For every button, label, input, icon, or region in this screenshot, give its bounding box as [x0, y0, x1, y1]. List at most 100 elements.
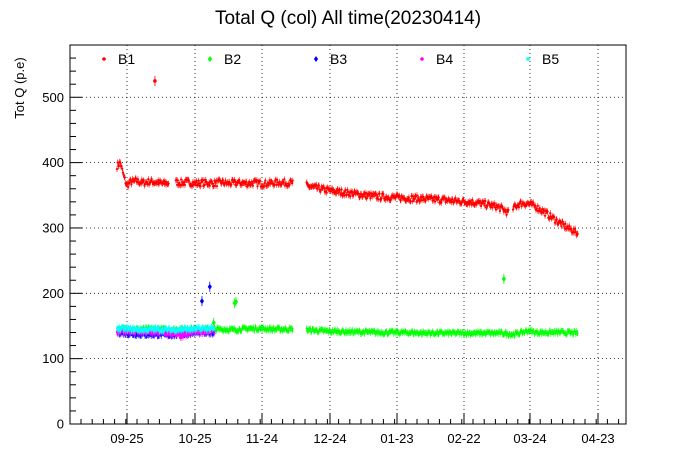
data-point [270, 327, 273, 331]
data-point [498, 209, 502, 213]
data-point [552, 330, 555, 334]
data-point [513, 334, 516, 338]
data-point [420, 199, 424, 202]
data-point [556, 332, 559, 336]
data-point [516, 332, 519, 336]
data-point [474, 333, 477, 336]
data-point [367, 330, 370, 334]
legend-label: B4 [436, 51, 453, 67]
legend: B1 B2 B3 B4 B5 [102, 51, 559, 67]
data-point [507, 208, 510, 212]
data-point [440, 201, 443, 204]
data-point [349, 195, 352, 198]
data-point [356, 329, 359, 333]
data-point [370, 329, 373, 333]
x-tick-label: 12-24 [313, 431, 346, 446]
data-point [485, 330, 488, 334]
data-point [245, 326, 248, 330]
data-point [327, 331, 330, 334]
data-point [160, 334, 163, 338]
data-point [369, 331, 372, 335]
data-point [505, 334, 508, 337]
data-point [536, 204, 539, 207]
data-point [266, 326, 269, 330]
data-point [254, 325, 257, 329]
data-point [279, 329, 282, 333]
data-point [127, 185, 130, 189]
data-point [460, 333, 463, 337]
data-point [289, 327, 292, 331]
data-point [218, 326, 221, 330]
data-point [443, 332, 446, 336]
data-point [288, 326, 291, 330]
data-point [406, 331, 409, 334]
data-point [548, 217, 551, 220]
data-point [378, 192, 381, 195]
data-point [392, 332, 395, 336]
x-tick-label: 02-22 [447, 431, 480, 446]
data-point [291, 179, 294, 182]
data-point [517, 206, 521, 209]
data-point [471, 198, 474, 202]
data-point [153, 330, 157, 333]
data-point [272, 326, 275, 330]
legend-label: B5 [542, 51, 559, 67]
data-point [505, 213, 508, 216]
y-axis-label: Tot Q (p.e) [12, 57, 27, 118]
data-point [362, 329, 365, 333]
data-point [355, 328, 357, 332]
data-point [369, 330, 372, 334]
data-point [398, 332, 401, 336]
data-point [338, 188, 341, 191]
data-point [240, 329, 243, 333]
data-point [277, 326, 280, 330]
data-points [115, 75, 579, 342]
data-point [443, 196, 447, 200]
data-point [185, 330, 188, 333]
data-point [195, 179, 198, 183]
data-point [147, 178, 150, 181]
data-point [496, 331, 499, 335]
data-point [575, 329, 578, 333]
legend-entry-b4: B4 [420, 51, 453, 67]
data-point [265, 329, 268, 332]
data-point [439, 331, 441, 335]
data-point [329, 331, 332, 334]
data-point [576, 331, 579, 335]
data-point [542, 331, 545, 335]
data-point [346, 331, 349, 335]
legend-marker [102, 57, 106, 61]
data-point [376, 329, 379, 333]
data-point [404, 330, 407, 334]
y-tick-label: 100 [42, 351, 64, 366]
data-point [564, 222, 567, 225]
data-point [273, 328, 276, 332]
y-tick-label: 0 [57, 417, 64, 432]
data-point [221, 327, 224, 331]
data-point [275, 183, 278, 186]
data-point [145, 326, 148, 329]
data-point [484, 333, 487, 337]
plot-frame [69, 44, 627, 425]
data-point [544, 329, 547, 333]
data-point [350, 329, 352, 332]
data-point [509, 334, 512, 338]
y-tick-label: 200 [42, 286, 64, 301]
data-point [180, 336, 183, 340]
data-point [335, 329, 338, 333]
data-point [473, 330, 476, 334]
data-point [568, 329, 571, 333]
data-point [554, 330, 557, 333]
data-point [256, 328, 259, 332]
data-point [363, 330, 366, 334]
data-point [364, 191, 368, 194]
data-point [461, 330, 464, 334]
data-point [475, 330, 478, 333]
data-point [127, 334, 130, 337]
data-point [345, 193, 348, 196]
data-point [536, 329, 539, 333]
data-point [179, 178, 183, 181]
data-point [255, 328, 258, 332]
data-point [331, 187, 334, 190]
legend-label: B2 [224, 51, 241, 67]
